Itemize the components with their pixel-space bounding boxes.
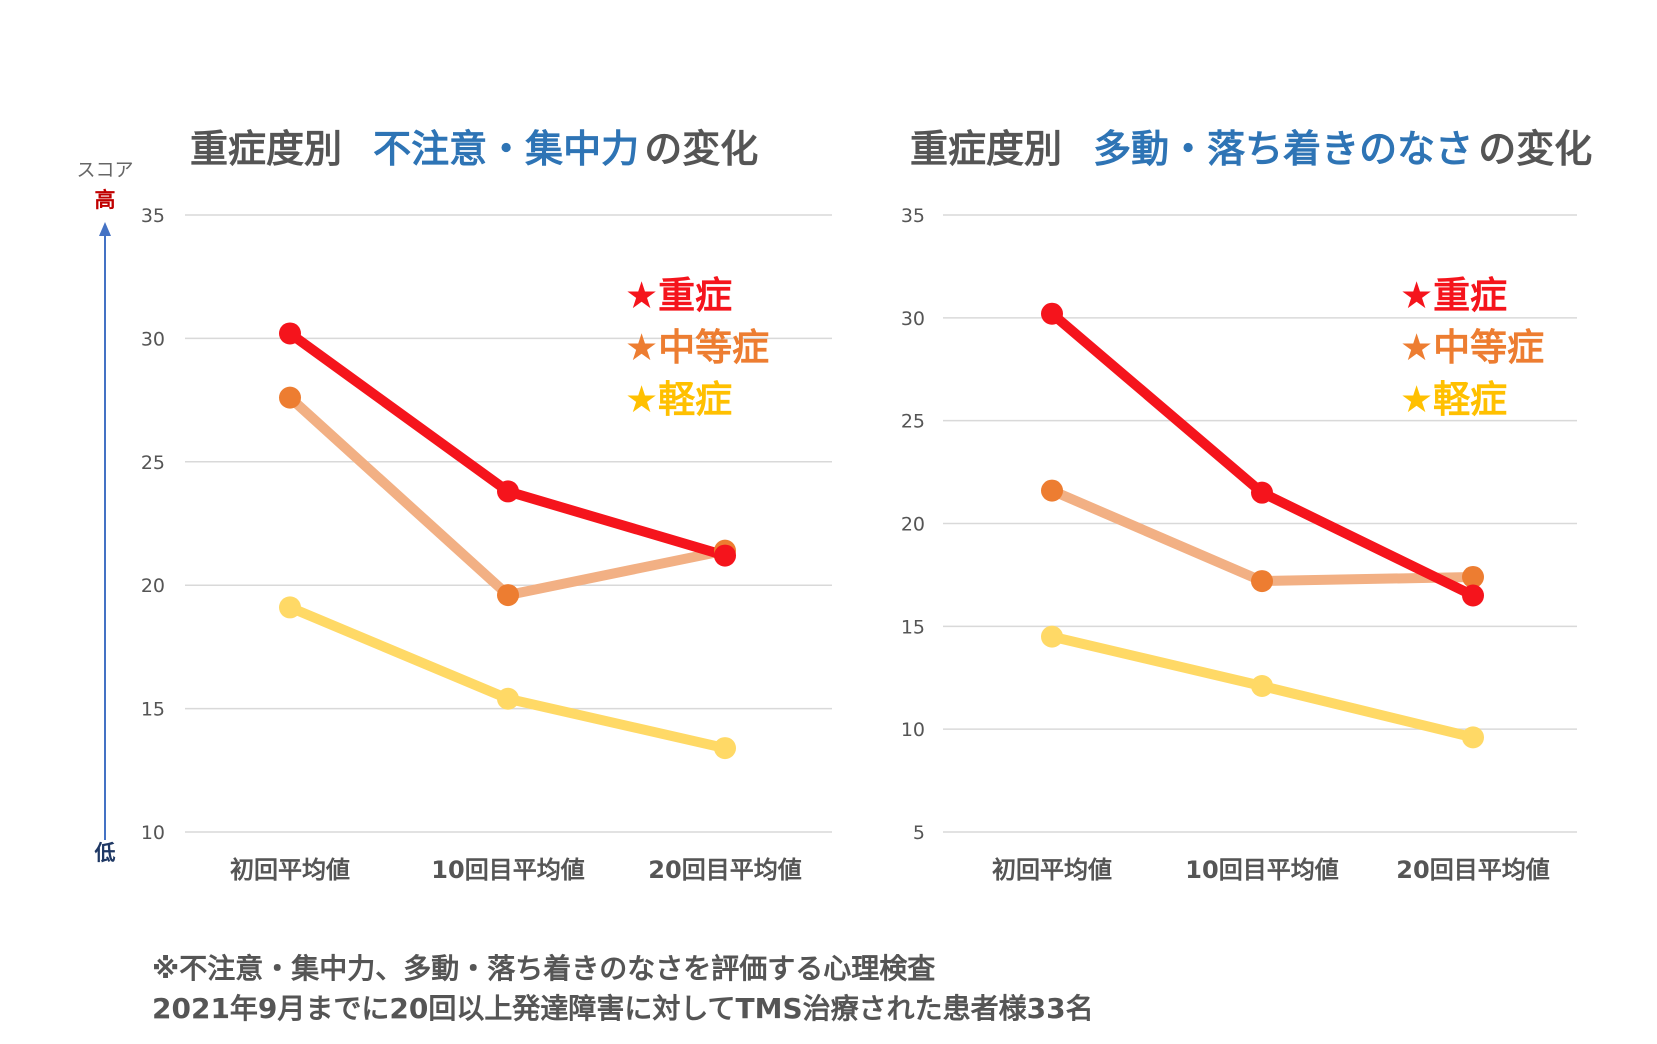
y-tick-label: 35 <box>141 205 165 227</box>
score-axis-label: スコア <box>76 159 133 181</box>
y-tick-label: 30 <box>901 308 925 330</box>
data-point-severe <box>1462 584 1484 607</box>
x-category-label: 初回平均値 <box>230 856 350 884</box>
y-tick-label: 20 <box>901 514 925 536</box>
data-point-severe <box>714 544 736 567</box>
chart-1-title: 重症度別 不注意・集中力 の変化 <box>190 127 758 171</box>
data-point-severe <box>1041 302 1063 325</box>
chart-1: 10 15 20 25 30 35 初回平均値 10回目平均値 20回目平均値 ★重症 ★中等症 ★軽… <box>141 205 832 884</box>
data-point-moderate <box>279 386 301 409</box>
chart-2-title: 重症度別 多動・落ち着きのなさ の変化 <box>910 127 1592 171</box>
y-tick-label: 10 <box>901 719 925 741</box>
data-point-mild <box>1041 625 1063 648</box>
data-point-mild <box>1251 674 1273 697</box>
y-tick-label: 15 <box>141 699 165 721</box>
chart-2-title-prefix: 重症度別 <box>910 127 1062 171</box>
data-point-mild <box>714 737 736 760</box>
legend-entry-moderate: ★中等症 <box>1400 326 1544 369</box>
legend-entry-mild: ★軽症 <box>1400 378 1507 421</box>
chart-1-title-prefix: 重症度別 <box>190 127 342 171</box>
legend-entry-moderate: ★中等症 <box>625 326 769 369</box>
chart-1-title-highlight: 不注意・集中力 <box>373 127 639 171</box>
data-point-moderate <box>1462 565 1484 588</box>
y-tick-label: 25 <box>141 452 165 474</box>
y-tick-label: 30 <box>141 328 165 350</box>
y-tick-label: 10 <box>141 822 165 844</box>
data-point-severe <box>1251 481 1273 504</box>
score-arrow-head <box>99 222 111 236</box>
series-line-mild <box>285 602 730 754</box>
footnote-line-2: 2021年9月までに20回以上発達障害に対してTMS治療された患者様33名 <box>152 992 1094 1025</box>
legend-entry-severe: ★重症 <box>625 274 732 317</box>
legend-entry-mild: ★軽症 <box>625 378 732 421</box>
data-point-moderate <box>1251 570 1273 593</box>
y-tick-label: 20 <box>141 575 165 597</box>
chart-2-title-highlight: 多動・落ち着きのなさ <box>1093 127 1473 171</box>
data-point-severe <box>279 322 301 345</box>
data-point-moderate <box>497 584 519 607</box>
y-tick-label: 25 <box>901 411 925 433</box>
data-point-severe <box>497 480 519 503</box>
data-point-mild <box>497 687 519 710</box>
data-point-mild <box>279 596 301 619</box>
chart-2: 5 10 15 20 25 30 35 初回平均値 10回目平均値 20回目平均値 ★重症 ★中等症 ★… <box>901 205 1577 884</box>
footnote-line-1: ※不注意・集中力、多動・落ち着きのなさを評価する心理検査 <box>152 952 935 985</box>
score-low-label: 低 <box>94 841 116 865</box>
y-tick-label: 5 <box>913 822 925 844</box>
x-category-label: 20回目平均値 <box>648 856 801 884</box>
score-high-label: 高 <box>95 188 116 212</box>
y-tick-label: 35 <box>901 205 925 227</box>
x-category-label: 20回目平均値 <box>1396 856 1549 884</box>
x-category-label: 10回目平均値 <box>1185 856 1338 884</box>
chart-1-title-suffix: の変化 <box>644 127 758 171</box>
chart-2-title-suffix: の変化 <box>1478 127 1592 171</box>
data-point-moderate <box>1041 479 1063 502</box>
y-tick-label: 15 <box>901 616 925 638</box>
x-category-label: 10回目平均値 <box>431 856 584 884</box>
data-point-mild <box>1462 726 1484 749</box>
legend-entry-severe: ★重症 <box>1400 274 1507 317</box>
x-category-label: 初回平均値 <box>992 856 1112 884</box>
